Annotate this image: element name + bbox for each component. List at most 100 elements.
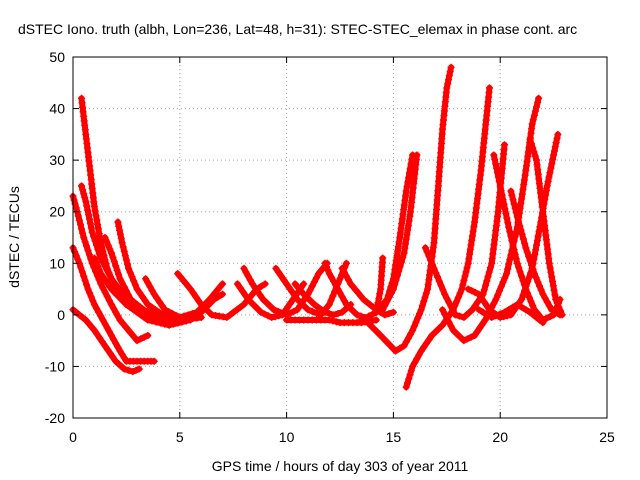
data-point-marker	[85, 251, 93, 259]
data-point-marker	[411, 359, 419, 367]
data-point-marker	[138, 293, 146, 301]
data-point-marker	[90, 233, 98, 241]
data-point-marker	[495, 178, 503, 185]
y-tick-label: 50	[49, 49, 65, 65]
data-point-marker	[266, 302, 274, 310]
data-point-marker	[140, 333, 148, 341]
data-point-marker	[308, 307, 316, 315]
data-point-marker	[407, 330, 414, 338]
data-point-marker	[527, 140, 535, 148]
data-point-marker	[278, 309, 286, 317]
data-point-marker	[418, 302, 426, 310]
data-point-marker	[423, 248, 431, 256]
data-point-marker	[130, 277, 138, 285]
data-point-marker	[321, 259, 329, 267]
series-27	[507, 187, 564, 319]
data-point-marker	[518, 303, 526, 311]
data-point-marker	[158, 302, 166, 310]
data-point-marker	[94, 262, 102, 270]
data-point-marker	[280, 276, 288, 284]
data-point-marker	[263, 299, 271, 307]
data-point-marker	[110, 304, 118, 312]
data-point-marker	[459, 281, 467, 289]
data-point-marker	[400, 342, 408, 350]
series-24	[439, 94, 543, 345]
data-point-marker	[90, 203, 98, 211]
data-point-marker	[528, 120, 536, 128]
data-point-marker	[507, 232, 515, 240]
data-point-marker	[182, 317, 190, 325]
data-point-marker	[445, 299, 453, 306]
data-point-marker	[512, 209, 520, 217]
data-point-marker	[486, 264, 494, 272]
data-point-marker	[128, 273, 136, 281]
data-point-marker	[463, 264, 471, 272]
data-point-marker	[165, 308, 173, 316]
data-point-marker	[151, 306, 159, 314]
data-point-marker	[510, 200, 518, 208]
data-point-marker	[98, 338, 106, 346]
data-point-marker	[115, 222, 123, 230]
data-point-marker	[513, 301, 521, 308]
data-point-marker	[473, 328, 481, 336]
data-point-marker	[244, 272, 252, 280]
y-axis-title: dSTEC / TECUs	[6, 186, 22, 288]
data-point-marker	[99, 274, 107, 281]
data-point-marker	[545, 302, 553, 310]
data-point-marker	[291, 292, 299, 299]
data-point-marker	[546, 264, 554, 272]
data-point-marker	[308, 282, 316, 290]
data-point-marker	[385, 293, 393, 301]
data-point-marker	[405, 375, 413, 383]
x-tick-label: 10	[279, 429, 295, 445]
data-point-marker	[534, 232, 542, 240]
data-point-marker	[105, 296, 113, 304]
data-point-marker	[370, 325, 378, 333]
data-point-marker	[505, 223, 513, 231]
data-point-marker	[530, 111, 538, 119]
data-point-marker	[261, 280, 269, 288]
data-point-marker	[168, 310, 176, 318]
data-point-marker	[443, 314, 451, 322]
data-point-marker	[254, 288, 262, 296]
data-point-marker	[530, 270, 538, 278]
data-point-marker	[509, 241, 517, 249]
data-point-marker	[84, 246, 92, 254]
data-point-marker	[372, 308, 380, 316]
data-point-marker	[471, 332, 479, 339]
data-point-marker	[120, 365, 128, 373]
data-point-marker	[555, 303, 563, 311]
data-point-marker	[501, 274, 509, 282]
data-point-marker	[383, 297, 391, 305]
x-tick-label: 20	[492, 429, 508, 445]
data-point-marker	[516, 222, 524, 230]
data-point-marker	[552, 295, 560, 303]
data-point-marker	[541, 294, 549, 302]
x-tick-label: 15	[386, 429, 402, 445]
data-point-marker	[503, 214, 511, 222]
data-point-marker	[543, 182, 551, 190]
data-point-marker	[531, 107, 539, 115]
data-point-marker	[374, 299, 382, 307]
data-point-marker	[95, 230, 103, 238]
data-point-marker	[545, 259, 553, 267]
data-point-marker	[396, 344, 404, 352]
data-point-marker	[77, 221, 84, 229]
data-point-marker	[445, 318, 453, 326]
series-4	[69, 244, 158, 365]
data-point-marker	[133, 285, 141, 293]
data-point-marker	[550, 151, 558, 159]
data-point-marker	[441, 310, 449, 318]
data-point-marker	[404, 226, 412, 234]
data-point-marker	[529, 302, 537, 310]
data-point-marker	[496, 310, 504, 318]
data-point-marker	[527, 297, 535, 305]
data-point-marker	[480, 286, 488, 294]
data-point-marker	[488, 313, 496, 321]
data-point-marker	[432, 269, 440, 277]
data-point-marker	[551, 147, 558, 155]
data-point-marker	[240, 264, 248, 272]
data-point-marker	[103, 292, 111, 300]
series-2	[69, 192, 152, 345]
